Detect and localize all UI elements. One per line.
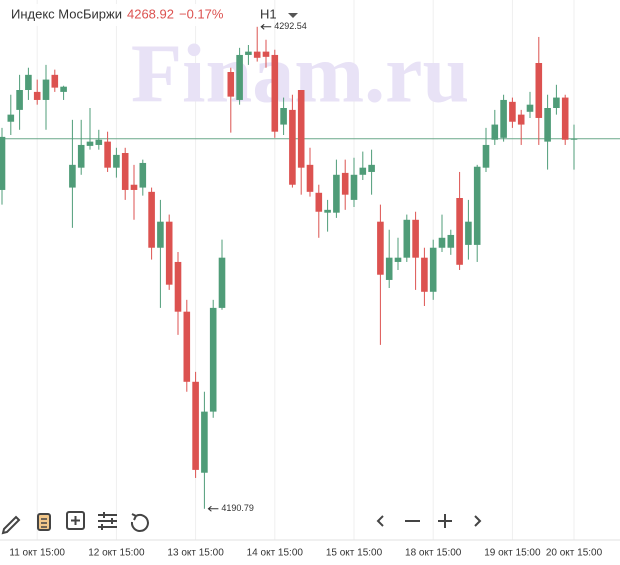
candle-body: [280, 108, 287, 125]
candle-body: [403, 219, 411, 258]
candle-body: [465, 221, 472, 245]
candle-body: [412, 219, 419, 258]
candle-body: [121, 153, 129, 190]
reset-icon[interactable]: [130, 513, 149, 532]
candle-body: [157, 221, 164, 248]
candle-body: [7, 114, 15, 122]
candle-body: [509, 101, 516, 122]
pencil-icon[interactable]: [1, 515, 21, 535]
candle-body: [165, 221, 173, 285]
x-tick-label: 14 окт 15:00: [247, 548, 304, 559]
candle-body: [517, 114, 525, 125]
candle-body: [60, 86, 67, 92]
candle-body: [385, 257, 393, 280]
candle-body: [245, 51, 252, 55]
candle-body: [69, 164, 76, 188]
candles: [0, 26, 578, 509]
candle-body: [394, 257, 402, 262]
candle-body: [253, 51, 261, 58]
candle-body: [324, 209, 331, 213]
settings-icon[interactable]: [98, 512, 117, 530]
candle-body: [561, 97, 569, 140]
last-price: 4268.92: [127, 6, 174, 21]
candle-body: [315, 192, 323, 212]
candle-body: [341, 172, 349, 195]
candle-body: [438, 237, 446, 248]
price-change: −0.17%: [179, 6, 224, 21]
candle-body: [421, 257, 428, 292]
candle-body: [236, 54, 243, 100]
candle-body: [183, 311, 191, 382]
nav-right[interactable]: [474, 515, 482, 527]
candle-body: [148, 191, 155, 248]
candle-body: [429, 247, 437, 292]
candle-body: [535, 63, 543, 118]
candle-body: [51, 74, 59, 88]
candle-body: [491, 124, 499, 140]
candle-body: [289, 109, 296, 185]
candle-body: [139, 162, 147, 188]
x-tick-label: 13 окт 15:00: [167, 548, 224, 559]
candle-body: [553, 97, 560, 108]
instrument-name: Индекс МосБиржи: [11, 6, 122, 21]
x-tick-label: 20 окт 15:00: [546, 548, 603, 559]
candle-body: [306, 164, 314, 192]
candle-body: [77, 144, 85, 168]
zoom-in[interactable]: [438, 514, 452, 528]
candle-body: [262, 51, 270, 57]
candle-body: [130, 184, 138, 190]
candle-body: [368, 164, 375, 172]
x-tick-label: 19 окт 15:00: [484, 548, 541, 559]
candle-body: [350, 174, 358, 200]
candle-body: [482, 144, 490, 168]
candle-body: [25, 74, 32, 90]
x-tick-label: 15 окт 15:00: [326, 548, 383, 559]
candle-body: [0, 136, 6, 190]
candle-body: [201, 411, 208, 473]
candle-body: [218, 257, 226, 308]
annotation-arrow: [207, 505, 219, 512]
candle-body: [456, 198, 463, 265]
candle-body: [447, 234, 455, 248]
candle-body: [113, 154, 120, 168]
annotation-arrow: [260, 23, 272, 30]
candle-body: [42, 79, 50, 100]
candle-body: [227, 72, 235, 97]
candle-body: [209, 307, 217, 412]
candle-body: [86, 141, 94, 146]
candle-body: [95, 139, 103, 145]
toolbar: [1, 511, 482, 535]
candle-body: [33, 91, 41, 100]
candle-body: [192, 381, 199, 470]
x-tick-label: 18 окт 15:00: [405, 548, 462, 559]
candle-body: [333, 174, 340, 213]
candle-body: [473, 166, 481, 245]
candle-body: [16, 90, 23, 110]
nav-left[interactable]: [376, 515, 384, 527]
candle-body: [174, 261, 182, 312]
timeframe[interactable]: H1: [260, 6, 277, 21]
timeframe-dropdown[interactable]: [288, 13, 298, 18]
x-tick-label: 11 окт 15:00: [9, 548, 65, 559]
candle-body: [500, 99, 507, 138]
candle-body: [271, 54, 279, 132]
add-icon[interactable]: [66, 511, 85, 530]
candle-body: [526, 104, 534, 112]
header-box: [2, 4, 252, 26]
candle-body: [570, 138, 578, 140]
x-tick-label: 12 окт 15:00: [88, 548, 145, 559]
candle-body: [377, 221, 384, 275]
candle-body: [297, 90, 305, 168]
annotation-label: 4292.54: [274, 21, 307, 31]
candle-body: [544, 108, 551, 142]
annotation-label: 4190.79: [221, 503, 254, 513]
candle-body: [359, 167, 367, 175]
layers-icon[interactable]: [37, 513, 51, 531]
candle-body: [104, 141, 111, 168]
